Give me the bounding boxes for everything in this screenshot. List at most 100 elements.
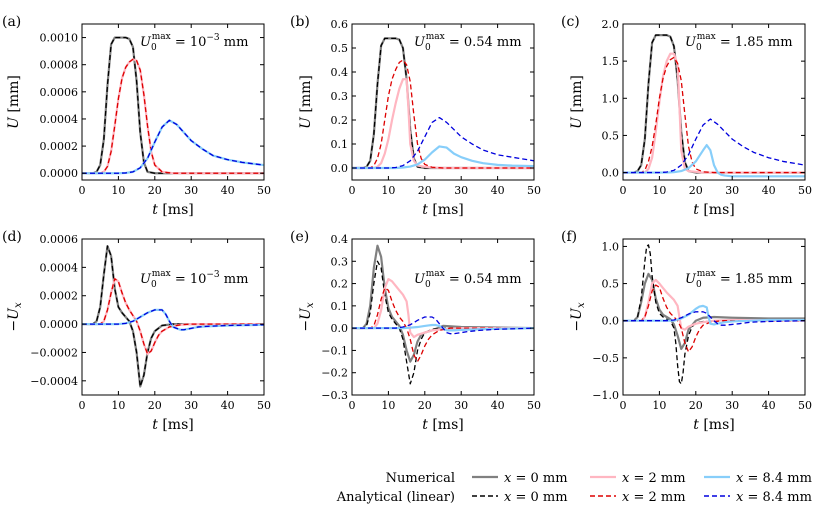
x-tick-label: 30 — [184, 399, 198, 412]
series-numerical-x-8-4-mm — [623, 304, 805, 326]
series-analytical-x-2-mm — [623, 56, 805, 174]
y-tick-label: −0.3 — [321, 389, 348, 402]
y-tick-label: −0.5 — [592, 352, 619, 365]
x-tick-label: 20 — [418, 184, 432, 197]
x-axis-label: t [ms] — [152, 202, 193, 218]
amplitude-annotation: U0max = 0.54 mm — [414, 32, 522, 53]
y-axis-label: −Ux — [298, 302, 316, 332]
amplitude-annotation: U0max = 0.54 mm — [414, 269, 522, 290]
plot-frame — [351, 238, 535, 396]
y-tick-label: −0.0002 — [30, 346, 78, 359]
amplitude-annotation: U0max = 1.85 mm — [685, 32, 793, 53]
x-tick-label: 0 — [620, 184, 627, 197]
panel-label: (d) — [2, 229, 22, 245]
series-analytical-x-0-mm — [623, 244, 805, 385]
series-analytical-x-8-4-mm — [352, 116, 534, 169]
panel-e: 0 10 20 30 40 50 −0.3 −0.2 −0.1 0.0 0.1 0.2 0.3 0.4 t … — [290, 229, 541, 433]
legend: Numerical Analytical (linear) x = 0 mm x … — [336, 471, 812, 505]
y-tick-label: 0.0002 — [40, 140, 79, 153]
panel-a: 0 10 20 30 40 50 0.0000 0.0002 0.0004 0.0006 0.000… — [2, 14, 271, 218]
series-analytical-x-2-mm — [82, 58, 264, 174]
series-numerical-x-2-mm — [352, 78, 534, 170]
y-tick-label: 0.0006 — [40, 233, 79, 246]
x-axis-label: t [ms] — [422, 417, 463, 433]
y-tick-label: 0.3 — [331, 255, 349, 268]
panel-label: (b) — [290, 14, 310, 30]
series-numerical-x-2-mm — [352, 278, 534, 339]
x-axis-label: t [ms] — [422, 202, 463, 218]
series-numerical-x-8-4-mm — [623, 143, 805, 178]
plot-frame — [81, 238, 265, 396]
panel-c: 0 10 20 30 40 50 0.0 0.5 1.0 1.5 2.0 t [ms] U [mm] (c… — [561, 14, 812, 218]
y-tick-label: 0.0 — [331, 322, 349, 335]
panel-d: 0 10 20 30 40 50 −0.0004 −0.0002 0.0000 0.0002 0.0… — [2, 229, 271, 433]
x-tick-label: 50 — [527, 399, 541, 412]
series-group — [352, 37, 534, 170]
x-tick-label: 10 — [652, 399, 666, 412]
x-tick-label: 50 — [798, 399, 812, 412]
x-tick-label: 30 — [454, 399, 468, 412]
plot-frame — [622, 23, 806, 181]
x-tick-label: 10 — [381, 184, 395, 197]
y-tick-label: 0.5 — [602, 278, 620, 291]
legend-analytical-label: Analytical (linear) — [336, 490, 455, 505]
legend-entry-label: x = 8.4 mm — [736, 471, 812, 486]
y-tick-label: 1.0 — [602, 92, 620, 105]
plot-frame — [622, 238, 806, 396]
x-tick-label: 10 — [111, 399, 125, 412]
x-tick-label: 40 — [221, 184, 235, 197]
panel-label: (e) — [290, 229, 309, 245]
series-analytical-x-8-4-mm — [623, 311, 805, 326]
series-numerical-x-0-mm — [623, 272, 805, 351]
series-analytical-x-2-mm — [82, 278, 264, 355]
y-tick-label: −0.1 — [321, 344, 348, 357]
y-axis-label: −Ux — [6, 302, 24, 332]
y-tick-label: 0.0 — [331, 162, 349, 175]
series-group — [623, 244, 805, 385]
y-tick-label: 0.6 — [331, 18, 349, 31]
y-tick-label: 0.0004 — [40, 261, 79, 274]
series-numerical-x-8-4-mm — [82, 308, 264, 331]
x-tick-label: 40 — [762, 399, 776, 412]
series-group — [623, 34, 805, 178]
x-tick-label: 10 — [111, 184, 125, 197]
x-tick-label: 10 — [381, 399, 395, 412]
y-tick-label: 0.0 — [602, 167, 620, 180]
series-analytical-x-0-mm — [623, 34, 805, 174]
y-tick-label: 0.2 — [331, 278, 349, 291]
series-analytical-x-8-4-mm — [352, 316, 534, 335]
x-tick-label: 40 — [491, 184, 505, 197]
x-tick-label: 0 — [620, 399, 627, 412]
series-numerical-x-8-4-mm — [352, 323, 534, 332]
y-tick-label: 1.0 — [602, 240, 620, 253]
x-tick-label: 0 — [79, 184, 86, 197]
legend-numerical-label: Numerical — [386, 471, 455, 486]
panel-label: (c) — [561, 14, 580, 30]
y-tick-label: 0.4 — [331, 233, 349, 246]
plot-frame — [351, 23, 535, 181]
x-tick-label: 30 — [725, 399, 739, 412]
y-axis-label: U [mm] — [298, 75, 314, 129]
y-tick-label: 0.1 — [331, 138, 349, 151]
series-analytical-x-8-4-mm — [623, 118, 805, 174]
series-numerical-x-2-mm — [82, 277, 264, 355]
x-tick-label: 10 — [652, 184, 666, 197]
series-analytical-x-2-mm — [352, 59, 534, 169]
series-analytical-x-2-mm — [352, 287, 534, 363]
y-tick-label: 0.0006 — [40, 86, 79, 99]
x-tick-label: 20 — [689, 184, 703, 197]
x-tick-label: 30 — [184, 184, 198, 197]
x-tick-label: 20 — [689, 399, 703, 412]
x-axis-label: t [ms] — [693, 202, 734, 218]
series-analytical-x-8-4-mm — [82, 309, 264, 331]
legend-entry-label: x = 0 mm — [504, 471, 568, 486]
y-tick-label: −0.2 — [321, 367, 348, 380]
y-tick-label: 0.0000 — [40, 167, 79, 180]
amplitude-annotation: U0max = 10−3 mm — [140, 269, 248, 290]
x-tick-label: 30 — [454, 184, 468, 197]
y-tick-label: 0.5 — [331, 42, 349, 55]
x-tick-label: 40 — [762, 184, 776, 197]
series-analytical-x-0-mm — [82, 245, 264, 388]
y-tick-label: 0.0004 — [40, 113, 79, 126]
